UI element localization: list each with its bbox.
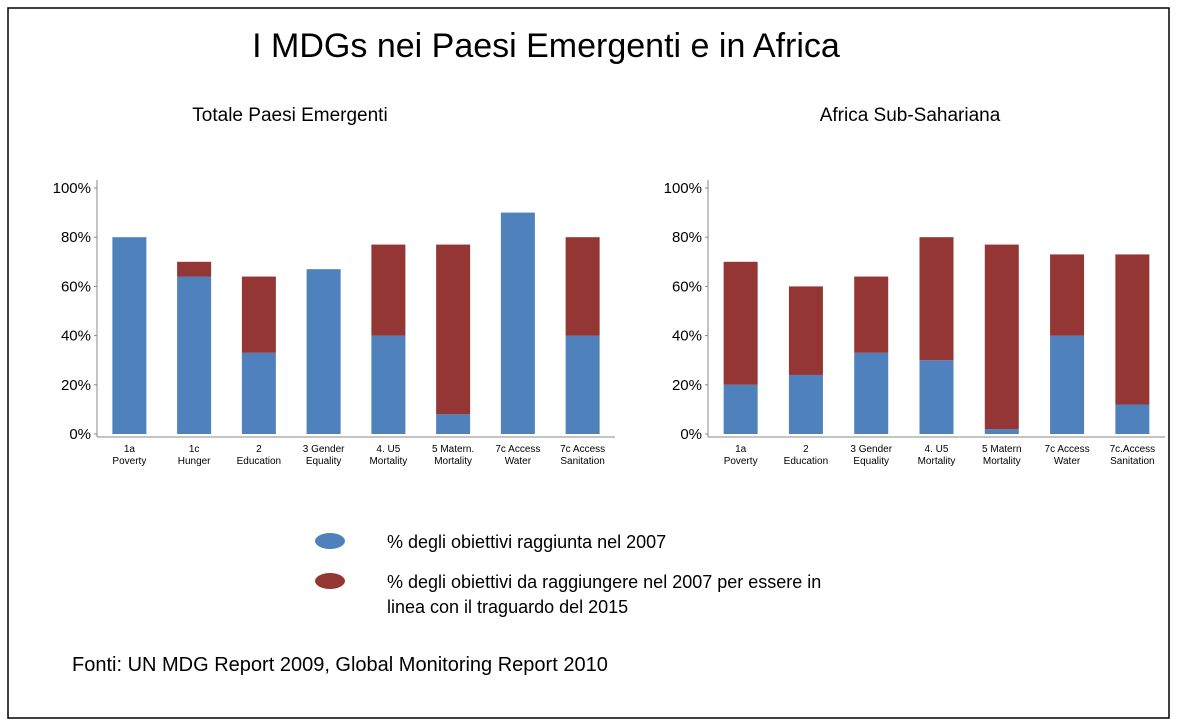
- x-tick-label: 1a Poverty: [112, 444, 146, 467]
- bar-segment: [436, 414, 471, 434]
- y-tick-label: 80%: [672, 229, 702, 246]
- bar-segment: [723, 261, 758, 385]
- y-tick-label: 20%: [61, 377, 91, 394]
- bar-segment: [371, 244, 406, 336]
- bar-segment: [919, 237, 954, 361]
- bar-segment: [241, 276, 276, 353]
- bar-segment: [565, 237, 600, 336]
- x-tick-label: 2 Education: [237, 444, 281, 467]
- chart-title: Africa Sub-Sahariana: [820, 105, 1001, 126]
- bar-segment: [436, 244, 471, 415]
- y-tick-label: 40%: [672, 328, 702, 345]
- bar-segment: [788, 286, 823, 375]
- x-tick-label: 4. U5 Mortality: [369, 444, 407, 467]
- bar-segment: [919, 360, 954, 434]
- bar-segment: [723, 384, 758, 434]
- x-tick-label: 5 Matern Mortality: [982, 444, 1021, 467]
- chart-title: Totale Paesi Emergenti: [192, 105, 387, 126]
- bar-segment: [1050, 254, 1085, 336]
- bar-segment: [371, 335, 406, 434]
- bar-segment: [500, 212, 535, 434]
- bar-segment: [854, 352, 889, 434]
- bar-segment: [854, 276, 889, 353]
- x-tick-label: 3 Gender Equality: [303, 444, 345, 467]
- legend-swatch: [315, 573, 345, 589]
- x-tick-label: 7c.Access Sanitation: [1110, 444, 1156, 467]
- x-tick-label: 7c Access Water: [495, 444, 540, 467]
- x-tick-label: 2 Education: [784, 444, 828, 467]
- bar-segment: [177, 276, 212, 434]
- legend-label: % degli obiettivi raggiunta nel 2007: [387, 532, 666, 552]
- x-tick-label: 3 Gender Equality: [850, 444, 892, 467]
- y-tick-label: 60%: [672, 278, 702, 295]
- y-tick-label: 100%: [664, 180, 702, 197]
- bar-segment: [1050, 335, 1085, 434]
- x-tick-label: 7c Access Sanitation: [560, 444, 605, 467]
- x-tick-label: 7c Access Water: [1045, 444, 1090, 467]
- bar-segment: [1115, 254, 1150, 405]
- bar-segment: [241, 352, 276, 434]
- bar-segment: [984, 244, 1019, 430]
- x-tick-label: 1c Hunger: [178, 444, 211, 467]
- y-tick-label: 20%: [672, 377, 702, 394]
- x-tick-label: 5 Matern. Mortality: [432, 444, 474, 467]
- bar-segment: [984, 429, 1019, 434]
- y-tick-label: 0%: [680, 426, 702, 443]
- bar-segment: [306, 269, 341, 434]
- x-tick-label: 1a Poverty: [724, 444, 758, 467]
- bar-segment: [788, 374, 823, 434]
- bar-segment: [565, 335, 600, 434]
- x-tick-label: 4. U5 Mortality: [918, 444, 956, 467]
- source: Fonti: UN MDG Report 2009, Global Monito…: [72, 654, 608, 676]
- bar-segment: [112, 237, 147, 434]
- y-tick-label: 40%: [61, 328, 91, 345]
- y-tick-label: 80%: [61, 229, 91, 246]
- legend-label: % degli obiettivi da raggiungere nel 200…: [387, 572, 821, 617]
- bar-segment: [1115, 404, 1150, 434]
- y-tick-label: 0%: [69, 426, 91, 443]
- y-tick-label: 100%: [53, 180, 91, 197]
- bar-segment: [177, 261, 212, 277]
- slide-title: I MDGs nei Paesi Emergenti e in Africa: [252, 27, 840, 65]
- legend-swatch: [315, 533, 345, 549]
- y-tick-label: 60%: [61, 278, 91, 295]
